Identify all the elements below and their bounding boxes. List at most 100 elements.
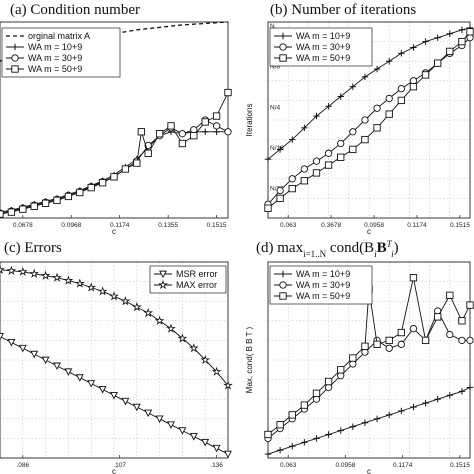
panel-a-legend: orginal matrix AWA m = 10+9WA m = 30+9WA… (1, 27, 121, 78)
panel-c-series-triangle (0, 333, 232, 459)
y-tick-label: N/4 (270, 104, 281, 111)
panel-a-title: (a) Condition number (10, 2, 140, 18)
data-point (373, 340, 381, 348)
data-point (155, 415, 164, 423)
data-point (178, 130, 187, 138)
data-point (40, 270, 51, 280)
data-point (167, 421, 175, 429)
panel-d-title-title_sub3: i (391, 249, 394, 259)
data-point (7, 339, 16, 347)
data-point (212, 122, 221, 130)
data-point (98, 386, 107, 394)
data-point (19, 205, 27, 213)
y-tick-label: N (270, 23, 275, 30)
panel-c-xlabel: c (112, 467, 116, 474)
data-point (313, 435, 320, 442)
data-point (6, 265, 17, 275)
x-tick-label: .086 (16, 462, 29, 469)
data-point (313, 112, 320, 120)
data-point (421, 71, 430, 79)
data-point (189, 433, 198, 441)
data-point (398, 50, 405, 57)
data-point (385, 110, 393, 118)
data-point (64, 368, 73, 376)
data-point (202, 128, 209, 135)
data-point (18, 344, 27, 353)
legend-label: WA m = 50+9 (296, 291, 350, 301)
data-point (155, 130, 164, 138)
data-point (324, 377, 333, 386)
data-point (373, 124, 381, 132)
x-tick-label: 0.1174 (407, 222, 427, 229)
data-point (276, 194, 284, 203)
panel-d-title-title_sub: i=1..N (303, 249, 327, 259)
legend-marker (11, 65, 19, 73)
data-point (276, 421, 284, 429)
panel-d-xlabel: c (367, 467, 371, 474)
data-point (466, 336, 474, 345)
data-point (64, 192, 73, 201)
data-point (224, 450, 232, 459)
series-line (267, 27, 471, 160)
panel-d-ylabel: Max, cond( B B T ) (245, 326, 254, 393)
x-tick-label: 0.063 (280, 462, 297, 469)
data-point (132, 403, 141, 412)
data-point (325, 431, 332, 438)
legend-marker (159, 270, 167, 279)
x-tick-label: 0.0958 (364, 222, 384, 229)
data-point (17, 266, 28, 276)
panel-d-title-title: (d) max (256, 240, 304, 256)
data-point (361, 116, 369, 124)
y-tick-label: N/16 (270, 145, 284, 152)
data-point (0, 210, 4, 218)
legend-box (149, 265, 227, 294)
x-tick-label: 0.1515 (450, 222, 470, 229)
data-point (421, 336, 430, 345)
data-point (30, 350, 39, 359)
panel-d-title-title_rest: cond(B (326, 240, 374, 256)
data-point (0, 333, 4, 341)
legend-label: WA m = 10+9 (296, 269, 350, 279)
legend-marker (11, 43, 19, 51)
data-point (120, 296, 131, 306)
data-point (337, 427, 344, 434)
panel-c-series-star (0, 264, 233, 390)
legend-label: WA m = 30+9 (296, 280, 350, 290)
panel-d-title-title_sup: T (387, 239, 393, 249)
data-point (212, 444, 221, 453)
data-point (63, 275, 74, 285)
panel-b-frame (267, 21, 471, 219)
x-tick-label: 0.1174 (110, 222, 130, 229)
data-point (386, 58, 393, 65)
panel-c-title: (c) Errors (4, 240, 62, 256)
data-point (264, 156, 272, 163)
legend-marker (279, 43, 287, 51)
data-point (276, 146, 284, 153)
data-point (166, 323, 176, 333)
data-point (349, 145, 357, 154)
data-point (224, 128, 232, 136)
data-point (276, 446, 284, 454)
legend-marker (279, 32, 287, 40)
panel-b: (b) Number of iterations 0.063 0.3678 0.095… (245, 2, 474, 236)
data-point (349, 354, 357, 362)
data-point (422, 38, 429, 45)
data-point (177, 333, 188, 343)
data-point (288, 411, 296, 419)
data-point (121, 397, 130, 406)
data-point (87, 183, 95, 192)
panel-d: (d) maxi=1..N cond(BiBTi)0.063 0.0958 0.11… (245, 239, 474, 474)
data-point (446, 47, 454, 56)
data-point (110, 173, 118, 181)
x-tick-label: 0.0958 (335, 462, 355, 469)
data-point (312, 389, 321, 397)
data-point (188, 343, 199, 353)
panel-d-title: (d) maxi=1..N cond(BiBTi) (256, 239, 399, 259)
legend-marker (11, 54, 19, 62)
data-point (361, 135, 369, 144)
panel-b-series-plus (264, 24, 474, 163)
data-point (458, 388, 466, 395)
data-point (223, 380, 233, 390)
data-point (87, 380, 96, 388)
